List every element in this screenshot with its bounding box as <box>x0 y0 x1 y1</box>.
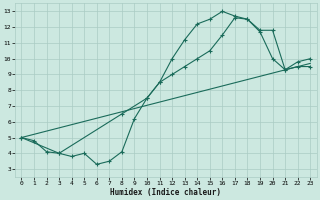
X-axis label: Humidex (Indice chaleur): Humidex (Indice chaleur) <box>110 188 221 197</box>
